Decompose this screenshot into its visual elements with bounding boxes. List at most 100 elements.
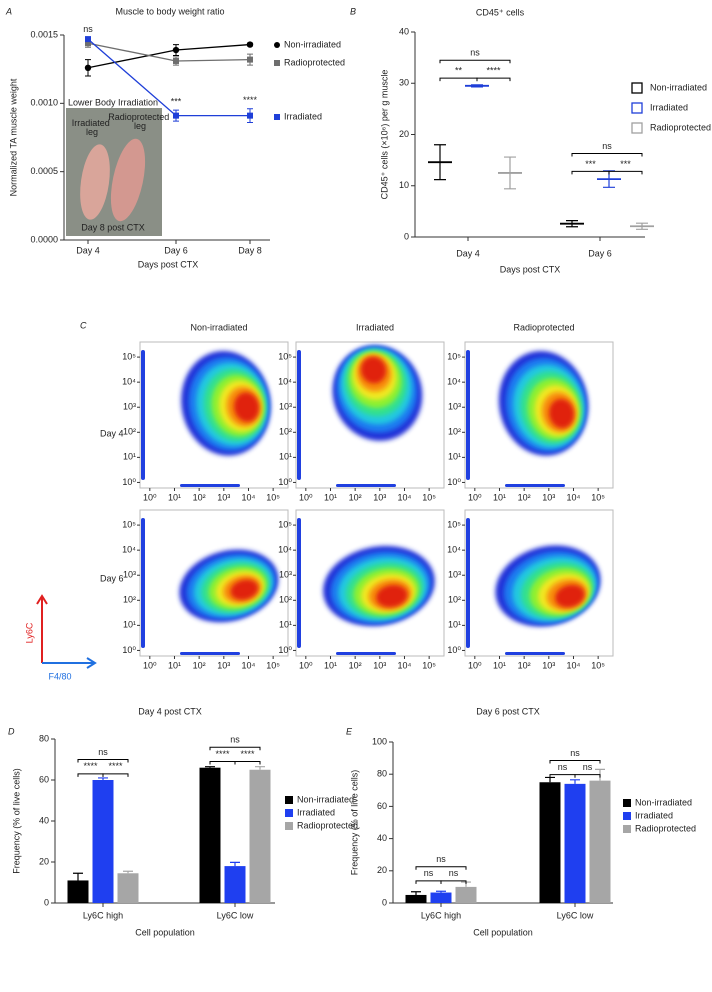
point bbox=[84, 64, 92, 72]
y-tick-label: 10⁰ bbox=[278, 477, 292, 487]
x-axis-label: Days post CTX bbox=[138, 259, 199, 269]
y-tick-label: 10⁴ bbox=[278, 545, 292, 555]
x-tick-label: 10¹ bbox=[324, 492, 337, 502]
panel-letter: D bbox=[8, 726, 15, 736]
point bbox=[173, 112, 179, 119]
y-tick-label: 10⁵ bbox=[122, 351, 136, 361]
y-tick-label: 20 bbox=[399, 129, 409, 139]
significance-bracket bbox=[439, 77, 478, 82]
axis-events bbox=[141, 350, 145, 480]
legend-label: Irradiated bbox=[635, 810, 673, 820]
column-title: Radioprotected bbox=[513, 322, 574, 332]
x-tick-label: 10² bbox=[349, 660, 362, 670]
significance-label: *** bbox=[620, 159, 631, 169]
legend-label: Radioprotected bbox=[297, 820, 358, 830]
x-tick-label: Day 6 bbox=[588, 248, 612, 258]
y-tick-label: 10⁰ bbox=[447, 477, 461, 487]
significance-label: ns bbox=[230, 735, 240, 745]
y-axis-label: CD45⁺ cells (×10⁶) per g muscle bbox=[379, 70, 389, 200]
axis-events bbox=[505, 652, 565, 655]
x-tick-label: Day 8 bbox=[238, 245, 262, 255]
y-tick-label: 10³ bbox=[279, 402, 292, 412]
point-annotation: ns bbox=[83, 24, 93, 34]
significance-label: **** bbox=[108, 761, 123, 771]
y-tick-label: 10⁴ bbox=[278, 377, 292, 387]
x-tick-label: 10⁵ bbox=[422, 492, 436, 502]
error-bar bbox=[545, 776, 555, 783]
error-bar bbox=[436, 890, 446, 893]
y-tick-label: 10⁰ bbox=[122, 477, 136, 487]
legend-marker bbox=[285, 822, 293, 830]
y-tick-label: 10³ bbox=[123, 570, 136, 580]
y-tick-label: 80 bbox=[377, 769, 387, 779]
y-tick-label: 40 bbox=[39, 815, 49, 825]
axis-events bbox=[466, 518, 470, 648]
legend-marker bbox=[623, 799, 631, 807]
bar bbox=[539, 782, 561, 903]
y-tick-label: 100 bbox=[372, 736, 387, 746]
significance-bracket bbox=[476, 77, 511, 82]
y-tick-label: 10² bbox=[448, 595, 461, 605]
x-axis-label: Cell population bbox=[473, 927, 533, 937]
x-tick-label: 10⁵ bbox=[591, 660, 605, 670]
significance-bracket bbox=[571, 152, 643, 157]
x-tick-label: 10⁴ bbox=[567, 492, 581, 502]
significance-bracket bbox=[549, 760, 601, 764]
y-tick-label: 10¹ bbox=[279, 620, 292, 630]
density-contour bbox=[233, 392, 260, 422]
point bbox=[85, 40, 91, 47]
x-tick-label: 10⁵ bbox=[266, 660, 280, 670]
axis-events bbox=[466, 350, 470, 480]
y-tick-label: 60 bbox=[39, 774, 49, 784]
axis-events bbox=[505, 484, 565, 487]
density-plot bbox=[295, 341, 445, 489]
y-tick-label: 10² bbox=[279, 427, 292, 437]
y-axis-label: Normalized TA muscle weight bbox=[8, 78, 18, 196]
y-tick-label: 10⁰ bbox=[122, 645, 136, 655]
significance-bracket bbox=[102, 773, 129, 777]
y-tick-label: 0 bbox=[44, 897, 49, 907]
x-tick-label: 10¹ bbox=[493, 660, 506, 670]
significance-label: **** bbox=[215, 749, 230, 759]
error-bar bbox=[123, 870, 133, 874]
error-bar bbox=[98, 777, 108, 780]
x-tick-label: 10³ bbox=[373, 660, 386, 670]
x-tick-label: 10⁴ bbox=[242, 660, 256, 670]
leg bbox=[110, 138, 146, 222]
legend-marker bbox=[631, 102, 643, 114]
legend-label: Irradiated bbox=[650, 102, 688, 112]
point bbox=[173, 57, 179, 64]
y-tick-label: 0.0005 bbox=[30, 166, 58, 176]
x-tick-label: 10⁴ bbox=[398, 660, 412, 670]
x-tick-label: 10¹ bbox=[168, 492, 181, 502]
bar bbox=[67, 880, 89, 903]
y-tick-label: 0.0010 bbox=[30, 98, 58, 108]
legend-marker bbox=[623, 812, 631, 820]
inset-label: Radioprotected leg bbox=[108, 112, 172, 131]
ly6c-arrow bbox=[36, 594, 48, 663]
density-plot bbox=[139, 509, 289, 657]
y-tick-label: 10⁵ bbox=[447, 351, 461, 361]
y-axis-label: Frequency (% of live cells) bbox=[349, 770, 359, 876]
inset-label-part: Irradiated bbox=[72, 118, 113, 128]
axis-events bbox=[336, 652, 396, 655]
chart-title: Muscle to body weight ratio bbox=[115, 6, 224, 16]
chart-title: Day 6 post CTX bbox=[476, 706, 540, 716]
density-contour bbox=[548, 398, 575, 429]
significance-bracket bbox=[415, 866, 467, 870]
y-tick-label: 10³ bbox=[448, 402, 461, 412]
axis-events bbox=[297, 518, 301, 648]
y-tick-label: 10¹ bbox=[123, 452, 136, 462]
x-tick-label: 10⁰ bbox=[143, 492, 157, 502]
chart-title: CD45⁺ cells bbox=[476, 7, 525, 17]
legend-marker bbox=[285, 796, 293, 804]
x-axis-label: Days post CTX bbox=[500, 264, 561, 274]
y-tick-label: 0 bbox=[382, 897, 387, 907]
y-tick-label: 10⁰ bbox=[278, 645, 292, 655]
point bbox=[246, 41, 254, 48]
legend-label: Non-irradiated bbox=[650, 82, 707, 92]
y-tick-label: 10 bbox=[399, 180, 409, 190]
x-tick-label: 10⁵ bbox=[422, 660, 436, 670]
x-tick-label: 10¹ bbox=[168, 660, 181, 670]
x-tick-label: 10⁰ bbox=[143, 660, 157, 670]
